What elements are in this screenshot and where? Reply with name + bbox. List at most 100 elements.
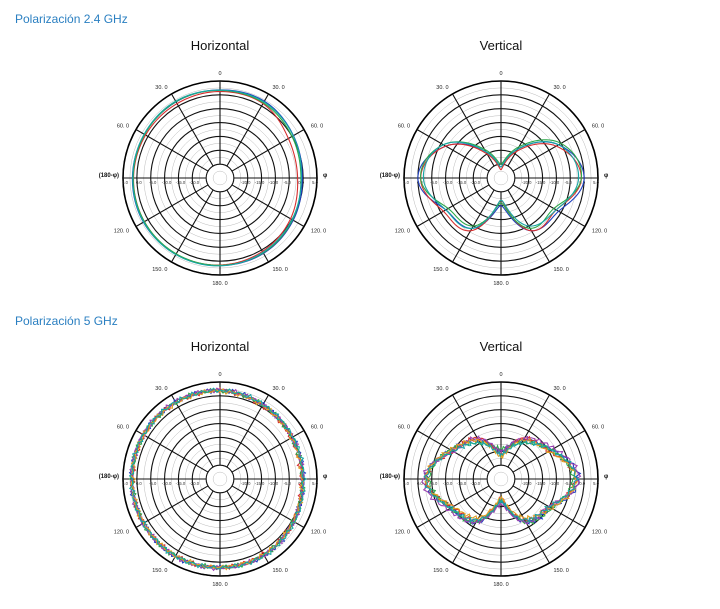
ring-tick-label: -20.0: [522, 481, 532, 486]
polar-grid: [403, 381, 599, 577]
ring-tick-label: -5.0: [430, 180, 438, 185]
angle-tick-label: 60. 0: [311, 124, 323, 130]
polar-grid: [122, 381, 318, 577]
angle-tick-label: 120. 0: [395, 229, 410, 235]
grid-spoke: [452, 490, 495, 564]
series-group: [421, 435, 582, 526]
ring-tick-label: -15.0: [255, 180, 265, 185]
polar-chart-5ghz-horizontal: Horizontal 0 30. 0 60. 0 φ 120. 0 150. 0 180. …: [95, 339, 345, 609]
angle-tick-label: 60. 0: [311, 425, 323, 431]
grid-spoke: [416, 184, 490, 227]
ring-tick-label: -5.0: [149, 481, 157, 486]
polar-chart-5ghz-vertical: Vertical 0 30. 0 60. 0 φ 120. 0 150. 0 180. 0 1…: [376, 339, 626, 609]
series-4-curve: [130, 388, 305, 571]
grid-ring: [486, 464, 516, 494]
grid-spoke: [512, 129, 586, 172]
ring-tick-label: 0.0: [136, 180, 142, 185]
ring-tick-labels: 5.05.0 0.00.0 -5.0-5.0 -10.0-10.0 -15.0-15.0…: [122, 481, 318, 486]
ring-tick-label: 5.0: [593, 180, 599, 185]
ring-tick-label: 0.0: [579, 180, 585, 185]
phi-label: φ: [323, 173, 328, 179]
grid-spoke: [231, 485, 305, 528]
angle-labels: 0 30. 0 60. 0 φ 120. 0 150. 0 180. 0 150. 0 120.…: [99, 372, 328, 588]
angle-labels: 0 30. 0 60. 0 φ 120. 0 150. 0 180. 0 150. 0 120.…: [380, 71, 609, 287]
polar-plot: 0 30. 0 60. 0 φ 120. 0 150. 0 180. 0 150. 0 120.…: [99, 71, 328, 287]
angle-tick-label: 30. 0: [554, 386, 566, 392]
grid-ring: [212, 471, 228, 487]
angle-tick-label: 120. 0: [114, 530, 129, 536]
ring-tick-label: 5.0: [593, 481, 599, 486]
ring-tick-label: -10.0: [550, 180, 560, 185]
series-3-curve: [132, 89, 303, 267]
ring-tick-label: -20.0: [471, 481, 481, 486]
angle-tick-label: 0: [218, 71, 221, 77]
angle-tick-label: 30. 0: [155, 85, 167, 91]
series-group: [131, 89, 303, 267]
ring-tick-label: 0.0: [136, 481, 142, 486]
ring-tick-label: -15.0: [176, 180, 186, 185]
angle-tick-label: 120. 0: [592, 229, 607, 235]
grid-spoke: [171, 189, 214, 263]
ring-tick-label: -10.0: [550, 481, 560, 486]
section-title-2-4ghz: Polarización 2.4 GHz: [15, 12, 128, 26]
ring-tick-labels: 5.05.0 0.00.0 -5.0-5.0 -10.0-10.0 -15.0-15.0…: [403, 180, 599, 185]
ring-tick-labels: 5.05.0 0.00.0 -5.0-5.0 -10.0-10.0 -15.0-15.0…: [403, 481, 599, 486]
ring-tick-label: -5.0: [149, 180, 157, 185]
grid-spoke: [135, 430, 209, 473]
polar-plot: 0 30. 0 60. 0 φ 120. 0 150. 0 180. 0 150. 0 120.…: [380, 71, 609, 287]
phi-complement-label: (180-φ): [380, 474, 400, 480]
phi-label: φ: [604, 173, 609, 179]
grid-spoke: [171, 394, 214, 468]
ring-tick-label: -5.0: [565, 180, 573, 185]
phi-complement-label: (180-φ): [99, 474, 119, 480]
angle-tick-label: 120. 0: [311, 530, 326, 536]
ring-tick-label: -10.0: [269, 481, 279, 486]
grid-ring: [493, 170, 509, 186]
series-group: [417, 139, 585, 232]
ring-tick-label: -20.0: [522, 180, 532, 185]
angle-tick-label: 60. 0: [398, 124, 410, 130]
polar-plot: 0 30. 0 60. 0 φ 120. 0 150. 0 180. 0 150. 0 120.…: [380, 372, 609, 588]
angle-tick-label: 150. 0: [152, 568, 167, 574]
angle-tick-label: 30. 0: [273, 386, 285, 392]
chart-title: Horizontal: [190, 38, 250, 53]
chart-title: Vertical: [479, 38, 523, 53]
ring-tick-label: -20.0: [190, 481, 200, 486]
angle-tick-label: 150. 0: [554, 267, 569, 273]
grid-ring: [205, 464, 235, 494]
ring-tick-label: -10.0: [443, 481, 453, 486]
polar-plot: 0 30. 0 60. 0 φ 120. 0 150. 0 180. 0 150. 0 120.…: [99, 372, 328, 588]
ring-tick-label: 0.0: [417, 481, 423, 486]
phi-complement-label: (180-φ): [99, 173, 119, 179]
angle-tick-label: 180. 0: [493, 281, 508, 287]
angle-tick-label: 30. 0: [554, 85, 566, 91]
ring-tick-label: 5.0: [122, 481, 128, 486]
grid-spoke: [416, 430, 490, 473]
ring-tick-label: 5.0: [403, 180, 409, 185]
section-title-5ghz: Polarización 5 GHz: [15, 314, 118, 328]
angle-tick-label: 30. 0: [436, 386, 448, 392]
angle-tick-label: 150. 0: [554, 568, 569, 574]
ring-tick-label: -15.0: [255, 481, 265, 486]
grid-spoke: [226, 394, 269, 468]
angle-tick-label: 150. 0: [152, 267, 167, 273]
ring-tick-label: -20.0: [241, 180, 251, 185]
ring-tick-label: -5.0: [565, 481, 573, 486]
polar-grid: [122, 80, 318, 276]
angle-tick-label: 60. 0: [398, 425, 410, 431]
grid-ring: [205, 163, 235, 193]
polar-grid: [403, 80, 599, 276]
ring-tick-label: -15.0: [457, 180, 467, 185]
series-5-curve: [423, 439, 580, 524]
ring-tick-label: -15.0: [536, 180, 546, 185]
ring-tick-labels: 5.05.0 0.00.0 -5.0-5.0 -10.0-10.0 -15.0-15.0…: [122, 180, 318, 185]
grid-spoke: [226, 490, 269, 564]
angle-tick-label: 30. 0: [436, 85, 448, 91]
angle-tick-label: 120. 0: [592, 530, 607, 536]
ring-tick-label: -10.0: [162, 481, 172, 486]
grid-spoke: [507, 394, 550, 468]
angle-tick-label: 120. 0: [114, 229, 129, 235]
ring-tick-label: -20.0: [241, 481, 251, 486]
ring-tick-label: -5.0: [284, 180, 292, 185]
grid-ring: [486, 163, 516, 193]
